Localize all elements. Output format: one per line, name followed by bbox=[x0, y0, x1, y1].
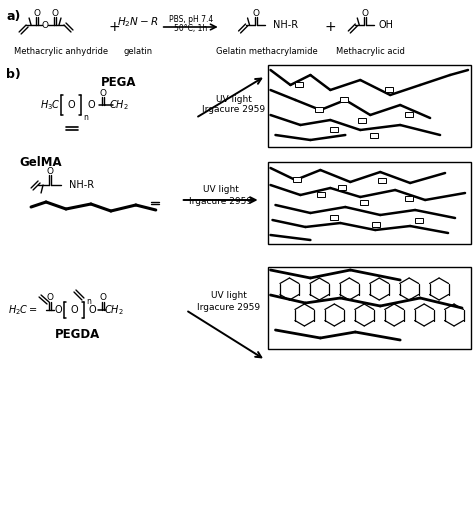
Text: GelMA: GelMA bbox=[19, 155, 62, 168]
Text: O: O bbox=[100, 293, 106, 302]
Text: $CH_2$: $CH_2$ bbox=[109, 98, 129, 112]
Text: O: O bbox=[100, 88, 106, 97]
Text: O: O bbox=[46, 166, 54, 176]
Text: O: O bbox=[46, 293, 54, 302]
Text: Methacrylic anhydride: Methacrylic anhydride bbox=[14, 48, 108, 56]
Text: PBS, pH 7.4: PBS, pH 7.4 bbox=[169, 15, 213, 24]
Bar bbox=[267, 162, 471, 244]
Text: Irgacure 2959: Irgacure 2959 bbox=[189, 198, 252, 207]
Bar bbox=[378, 178, 386, 183]
Text: O: O bbox=[52, 8, 58, 17]
Text: $H_2C=$: $H_2C=$ bbox=[8, 303, 38, 317]
Text: O: O bbox=[67, 100, 75, 110]
Bar bbox=[318, 192, 325, 197]
Text: UV light: UV light bbox=[203, 186, 238, 195]
Bar bbox=[338, 185, 346, 190]
Bar bbox=[370, 133, 378, 138]
Text: $H_2N-R$: $H_2N-R$ bbox=[117, 15, 158, 29]
Text: Gelatin methacrylamide: Gelatin methacrylamide bbox=[216, 48, 318, 56]
Bar bbox=[330, 127, 338, 132]
Bar bbox=[293, 177, 301, 182]
Bar bbox=[415, 218, 423, 223]
Text: a): a) bbox=[6, 10, 20, 23]
Text: UV light: UV light bbox=[210, 290, 246, 300]
Text: O: O bbox=[42, 20, 48, 29]
Text: gelatin: gelatin bbox=[123, 48, 152, 56]
Text: +: + bbox=[325, 20, 336, 34]
Text: O: O bbox=[70, 305, 78, 315]
Bar bbox=[372, 222, 380, 227]
Text: UV light: UV light bbox=[216, 96, 252, 105]
Bar bbox=[340, 97, 348, 102]
Bar bbox=[360, 200, 368, 205]
Text: O: O bbox=[34, 8, 41, 17]
Text: O: O bbox=[362, 8, 369, 17]
Text: n: n bbox=[83, 112, 88, 121]
Bar bbox=[315, 107, 323, 112]
Bar bbox=[385, 87, 393, 92]
Text: 50°C, 1h: 50°C, 1h bbox=[174, 24, 207, 32]
Text: $H_3C$: $H_3C$ bbox=[40, 98, 61, 112]
Bar bbox=[267, 65, 471, 147]
Bar bbox=[405, 112, 413, 117]
Text: O: O bbox=[87, 100, 95, 110]
Text: NH-R: NH-R bbox=[273, 20, 299, 30]
Text: b): b) bbox=[6, 68, 21, 81]
Text: PEGDA: PEGDA bbox=[55, 328, 100, 342]
Bar bbox=[267, 267, 471, 349]
Text: $CH_2$: $CH_2$ bbox=[104, 303, 124, 317]
Text: n: n bbox=[86, 298, 91, 306]
Text: O: O bbox=[88, 305, 96, 315]
Text: Methacrylic acid: Methacrylic acid bbox=[336, 48, 405, 56]
Text: O: O bbox=[252, 8, 259, 17]
Bar bbox=[405, 196, 413, 201]
Bar bbox=[295, 82, 303, 87]
Text: Irgacure 2959: Irgacure 2959 bbox=[197, 302, 260, 312]
Text: O: O bbox=[54, 305, 62, 315]
Text: Irgacure 2959: Irgacure 2959 bbox=[202, 106, 265, 115]
Text: NH-R: NH-R bbox=[69, 180, 94, 190]
Bar bbox=[358, 118, 366, 123]
Text: PEGA: PEGA bbox=[101, 75, 137, 88]
Text: OH: OH bbox=[378, 20, 393, 30]
Text: +: + bbox=[108, 20, 120, 34]
Bar bbox=[330, 215, 338, 220]
